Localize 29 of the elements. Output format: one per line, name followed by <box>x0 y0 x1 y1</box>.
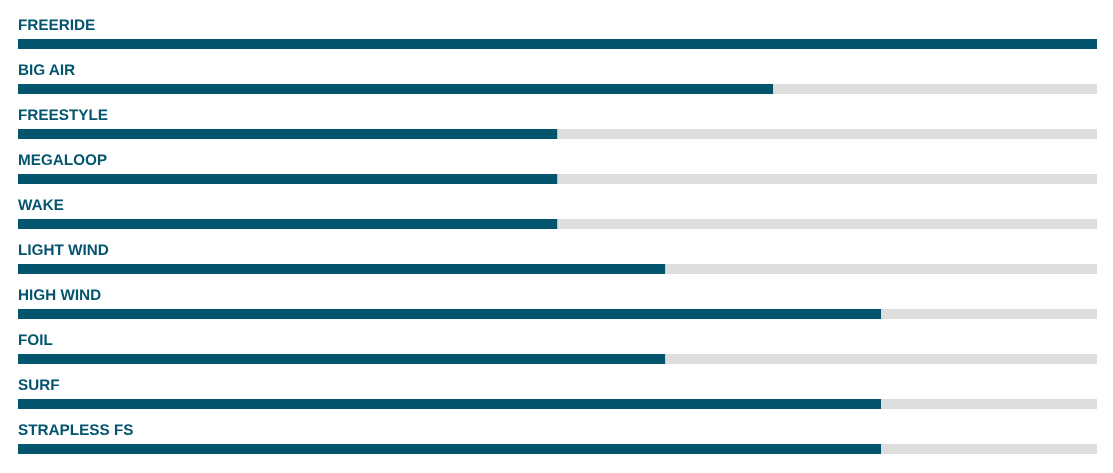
bar <box>881 444 1097 454</box>
y-tick-label: LIGHT WIND <box>19 244 109 256</box>
bar <box>557 219 1097 229</box>
bar <box>665 354 1097 364</box>
bar <box>557 174 1097 184</box>
y-tick-label: FOIL <box>19 334 53 346</box>
y-tick-label: MEGALOOP <box>19 154 107 166</box>
bar <box>18 39 1097 49</box>
y-tick-label: FREERIDE <box>19 19 95 30</box>
y-tick-label: STRAPLESS FS <box>18 424 133 436</box>
bar <box>773 84 1097 94</box>
bar <box>18 309 882 319</box>
y-tick-label: WAKE <box>18 199 64 210</box>
bar <box>18 444 882 454</box>
bar <box>18 219 558 229</box>
y-tick-label: FREESTYLE <box>19 109 108 121</box>
bar <box>18 84 774 94</box>
bar <box>881 309 1097 319</box>
bar <box>665 264 1097 274</box>
bar <box>18 129 558 139</box>
bar <box>557 129 1097 139</box>
bar <box>18 174 558 184</box>
bar <box>18 354 666 364</box>
y-tick-label: BIG AIR <box>19 64 75 76</box>
y-tick-label: HIGH WIND <box>19 289 101 301</box>
y-tick-label: SURF <box>18 379 60 391</box>
bar <box>881 399 1097 409</box>
bar <box>18 399 882 409</box>
bar <box>18 264 666 274</box>
